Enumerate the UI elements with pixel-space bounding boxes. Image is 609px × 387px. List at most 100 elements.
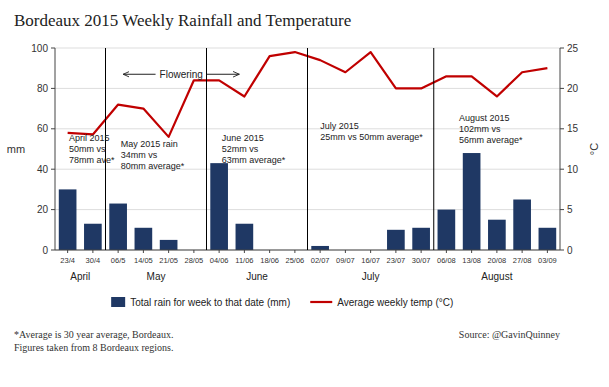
annotation-line: July 2015 (320, 121, 359, 131)
bar (412, 228, 430, 250)
x-tick-label: 13/08 (462, 256, 481, 265)
y-axis-line (55, 48, 56, 250)
x-tick-label: 21/05 (159, 256, 178, 265)
x-tick (547, 250, 548, 253)
y-tick-label: 40 (37, 164, 49, 175)
x-tick-label: 16/07 (361, 256, 380, 265)
bar (488, 220, 506, 250)
x-tick-label: 30/07 (412, 256, 431, 265)
y2-tick (560, 128, 564, 129)
x-tick (496, 250, 497, 253)
y-axis-label: mm (7, 143, 25, 155)
title: Bordeaux 2015 Weekly Rainfall and Temper… (14, 11, 351, 30)
y2-tick-label: 25 (567, 43, 579, 54)
grid (55, 48, 560, 250)
flowering-arrow (207, 74, 239, 75)
x-tick (345, 250, 346, 253)
x-tick-label: 04/06 (210, 256, 229, 265)
y2-tick (560, 209, 564, 210)
annotation: August 2015102mm vs56mm average* (459, 113, 523, 145)
bar (463, 153, 481, 250)
y2-tick (560, 48, 564, 49)
bar (59, 189, 77, 250)
x-tick-label: 06/08 (437, 256, 456, 265)
annotation-line: 80mm average* (121, 161, 185, 171)
y2-tick (560, 250, 564, 251)
month-divider (433, 48, 434, 250)
month-divider (206, 48, 207, 250)
x-tick (320, 250, 321, 253)
bar (160, 240, 178, 250)
legend-label: Total rain for week to that date (mm) (130, 297, 290, 308)
y2-axis-line (560, 48, 561, 250)
annotation-line: 52mm vs (222, 144, 259, 154)
bar (438, 210, 456, 250)
annotation-line: April 2015 (69, 133, 110, 143)
bar (210, 163, 228, 250)
x-tick (471, 250, 472, 253)
x-tick-label: 18/06 (260, 256, 279, 265)
x-tick-label: 28/05 (184, 256, 203, 265)
y-tick-label: 100 (31, 43, 48, 54)
x-tick (421, 250, 422, 253)
y-tick-label: 20 (37, 204, 49, 215)
month-label: August (481, 271, 512, 282)
legend-item: Average weekly temp (°C) (310, 297, 453, 308)
annotation-line: 25mm vs 50mm average* (320, 132, 423, 142)
y-tick-label: 80 (37, 83, 49, 94)
bar (135, 228, 153, 250)
y2-axis-label: °C (588, 143, 600, 155)
annotation-line: August 2015 (459, 113, 510, 123)
bar (311, 246, 329, 250)
y-tick (51, 48, 55, 49)
flowering-label: Flowering (160, 69, 203, 80)
month-divider (307, 48, 308, 250)
x-tick-label: 06/5 (111, 256, 126, 265)
y-tick (51, 250, 55, 251)
bar (109, 204, 127, 250)
y-tick-label: 60 (37, 123, 49, 134)
footnote-line: *Average is 30 year average, Bordeaux. (14, 329, 173, 340)
y-tick (51, 88, 55, 89)
bar (539, 228, 557, 250)
annotation: April 201550mm vs78mm ave* (69, 133, 115, 165)
x-tick-label: 27/08 (513, 256, 532, 265)
x-tick (244, 250, 245, 253)
x-tick-label: 20/08 (487, 256, 506, 265)
x-tick (92, 250, 93, 253)
x-tick-label: 23/07 (386, 256, 405, 265)
annotation-line: 63mm average* (222, 155, 286, 165)
flowering-arrow (123, 74, 155, 75)
y-tick-label: 0 (42, 245, 48, 256)
x-tick (193, 250, 194, 253)
legend-item: Total rain for week to that date (mm) (111, 297, 290, 308)
x-tick (118, 250, 119, 253)
y2-tick-label: 20 (567, 83, 579, 94)
chart: Bordeaux 2015 Weekly Rainfall and Temper… (0, 0, 609, 387)
x-tick (143, 250, 144, 253)
annotation: May 2015 rain34mm vs80mm average* (121, 139, 185, 171)
y2-tick-label: 0 (567, 245, 573, 256)
y2-tick-label: 10 (567, 164, 579, 175)
annotation-line: 78mm ave* (69, 155, 115, 165)
annotation-line: June 2015 (222, 133, 264, 143)
source: Source: @GavinQuinney (459, 329, 560, 340)
bar (513, 200, 531, 251)
x-tick (294, 250, 295, 253)
bar (84, 224, 102, 250)
y2-tick-label: 15 (567, 123, 579, 134)
y-tick (51, 128, 55, 129)
x-tick-label: 14/05 (134, 256, 153, 265)
x-tick (370, 250, 371, 253)
legend-label: Average weekly temp (°C) (337, 297, 453, 308)
x-tick (219, 250, 220, 253)
x-tick (269, 250, 270, 253)
annotation: July 201525mm vs 50mm average* (320, 121, 423, 142)
x-tick-label: 09/07 (336, 256, 355, 265)
annotation: June 201552mm vs63mm average* (222, 133, 286, 165)
x-tick (168, 250, 169, 253)
x-tick-label: 30/4 (86, 256, 101, 265)
bar (236, 224, 254, 250)
x-tick (67, 250, 68, 253)
x-tick-label: 25/06 (285, 256, 304, 265)
